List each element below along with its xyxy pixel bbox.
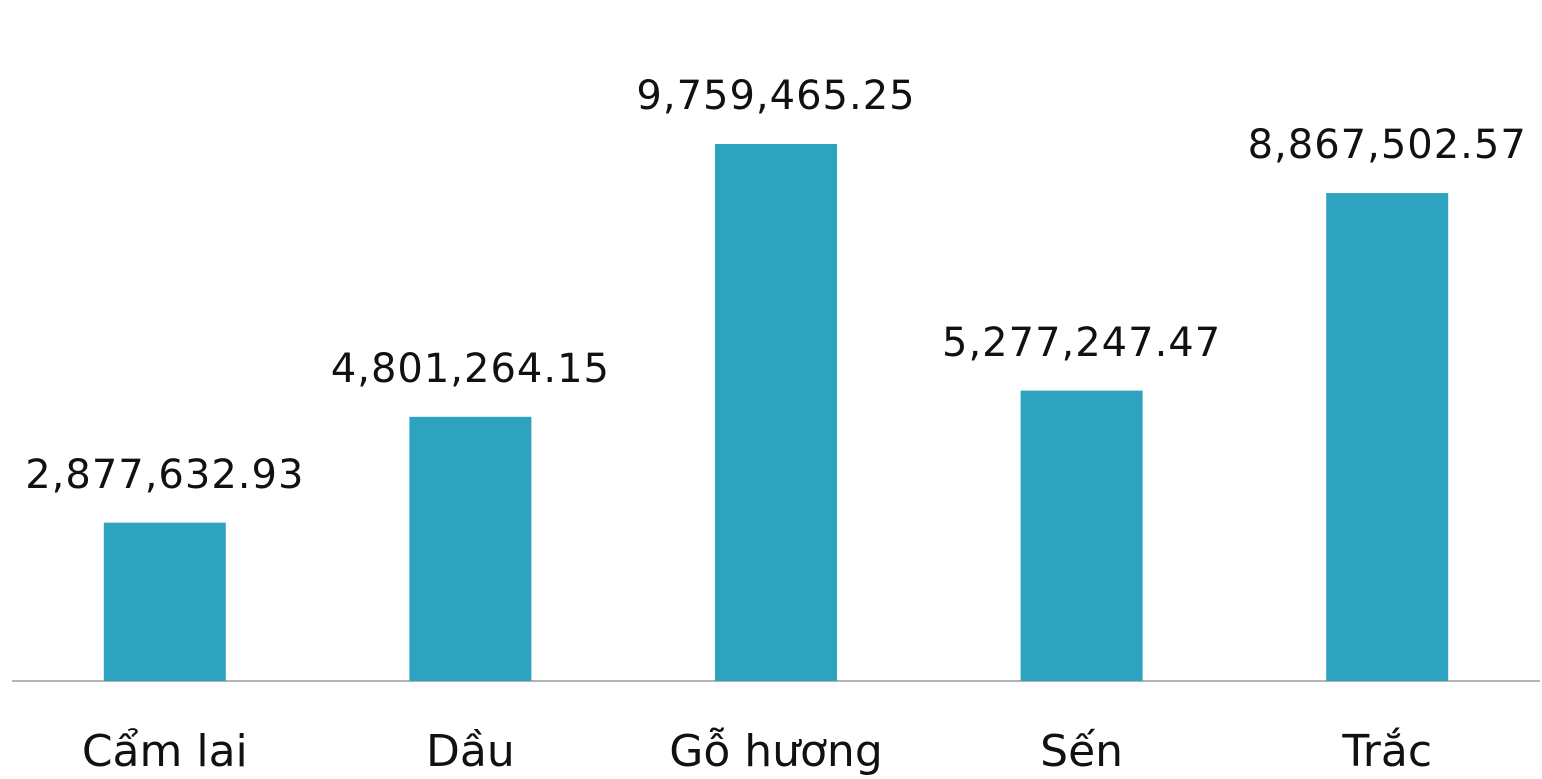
bar	[715, 144, 837, 681]
x-tick-label: Trắc	[1342, 726, 1433, 777]
data-label: 8,867,502.57	[1247, 122, 1527, 169]
data-label: 2,877,632.93	[25, 451, 305, 498]
data-label: 5,277,247.47	[942, 319, 1222, 366]
data-label: 9,759,465.25	[636, 73, 916, 119]
bar	[1020, 390, 1143, 681]
x-tick-label: Sến	[1040, 726, 1124, 777]
x-tick-label: Cẩm lai	[81, 726, 248, 777]
x-tick-label: Gỗ hương	[669, 726, 883, 777]
bar	[103, 522, 226, 681]
x-tick-label: Dầu	[426, 726, 515, 777]
bar	[1326, 193, 1449, 681]
bar	[409, 416, 532, 681]
data-label: 4,801,264.15	[330, 345, 610, 392]
